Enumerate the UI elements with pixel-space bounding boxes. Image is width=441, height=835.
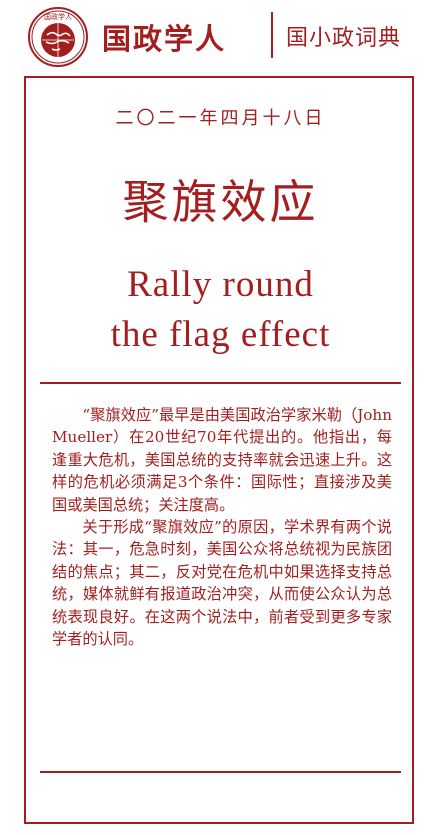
term-title-english-line-1: Rally round: [127, 264, 314, 305]
header-divider: [271, 12, 273, 58]
divider-top: [40, 382, 401, 384]
term-title-chinese: 聚旗效应: [122, 175, 319, 229]
divider-bottom: [40, 771, 401, 773]
globe-seal-icon: 国政学人: [28, 7, 88, 67]
term-title-english-line-2: the flag effect: [110, 314, 331, 355]
page-header: 国政学人 国政学人 国小政词典: [0, 0, 441, 70]
article-frame: [24, 76, 414, 824]
brand-name: 国政学人: [102, 22, 227, 56]
logo-text: 国政学人: [44, 12, 72, 21]
paragraph: 关于形成“聚旗效应”的原因，学术界有两个说法：其一，危急时刻，美国公众将总统视为…: [52, 518, 392, 649]
section-name: 国小政词典: [286, 26, 402, 51]
term-title-english: Rally round the flag effect: [0, 260, 441, 360]
article-date: 二〇二一年四月十八日: [115, 108, 326, 129]
article-body: “聚旗效应”最早是由美国政治学家米勒（John Mueller）在20世纪70年…: [52, 404, 392, 650]
paragraph: “聚旗效应”最早是由美国政治学家米勒（John Mueller）在20世纪70年…: [52, 406, 392, 514]
